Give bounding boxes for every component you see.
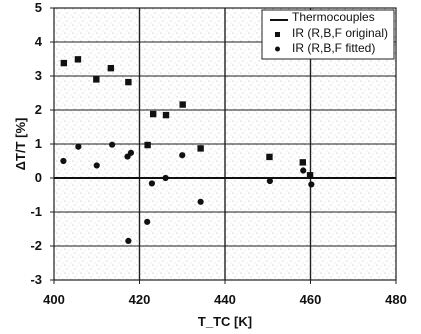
y-axis-label: ΔT/T [%] [13,118,28,171]
data-point-circle [266,177,273,185]
data-point-square [107,64,115,72]
data-point-square [162,111,170,119]
y-tick-label: 3 [35,68,42,83]
legend-circle-icon [275,46,280,52]
x-axis-label: T_TC [K] [198,314,252,329]
x-tick-label: 400 [43,292,65,307]
y-tick-label: 5 [35,0,42,15]
legend-label-3: IR (R,B,F fitted) [292,41,375,55]
x-tick-label: 480 [385,292,407,307]
data-point-circle [125,237,132,244]
data-point-square [125,78,132,86]
data-point-circle [144,218,151,225]
data-point-square [179,101,186,108]
x-axis-ticks: 400 420 440 460 480 [43,280,407,307]
data-point-square [60,59,68,67]
y-tick-label: 4 [35,34,43,49]
x-tick-label: 460 [300,292,322,307]
data-point-circle [162,174,169,182]
data-point-square [197,145,204,152]
y-tick-label: -3 [30,272,42,287]
data-point-square [144,141,151,149]
data-point-circle [109,141,116,148]
series-layer [54,56,396,244]
legend-label-2: IR (R,B,F original) [292,26,388,40]
data-point-circle [300,167,307,174]
data-point-circle [148,180,155,187]
data-point-square [149,110,157,118]
data-point-square [306,172,314,179]
data-point-circle [127,149,135,156]
data-point-circle [75,143,82,150]
data-point-square [299,159,307,166]
data-point-square [93,76,100,83]
data-point-circle [197,198,204,205]
data-point-square [266,153,273,161]
data-point-square [74,56,82,63]
y-tick-label: -1 [30,204,42,219]
y-tick-label: 1 [35,136,42,151]
y-tick-label: 0 [35,170,42,185]
y-tick-label: -2 [30,238,42,253]
x-tick-label: 420 [129,292,151,307]
x-tick-label: 440 [214,292,236,307]
legend-label-1: Thermocouples [292,10,375,24]
legend-square-icon [275,32,280,37]
legend-box [261,9,395,60]
data-point-circle [93,162,100,169]
data-point-circle [308,181,315,188]
y-axis-ticks: 5 4 3 2 1 0 -1 -2 -3 [30,0,54,287]
y-tick-label: 2 [35,102,42,117]
legend: Thermocouples IR (R,B,F original)IR (R,B,… [261,9,395,60]
data-point-circle [179,152,186,159]
data-point-circle [60,157,67,165]
